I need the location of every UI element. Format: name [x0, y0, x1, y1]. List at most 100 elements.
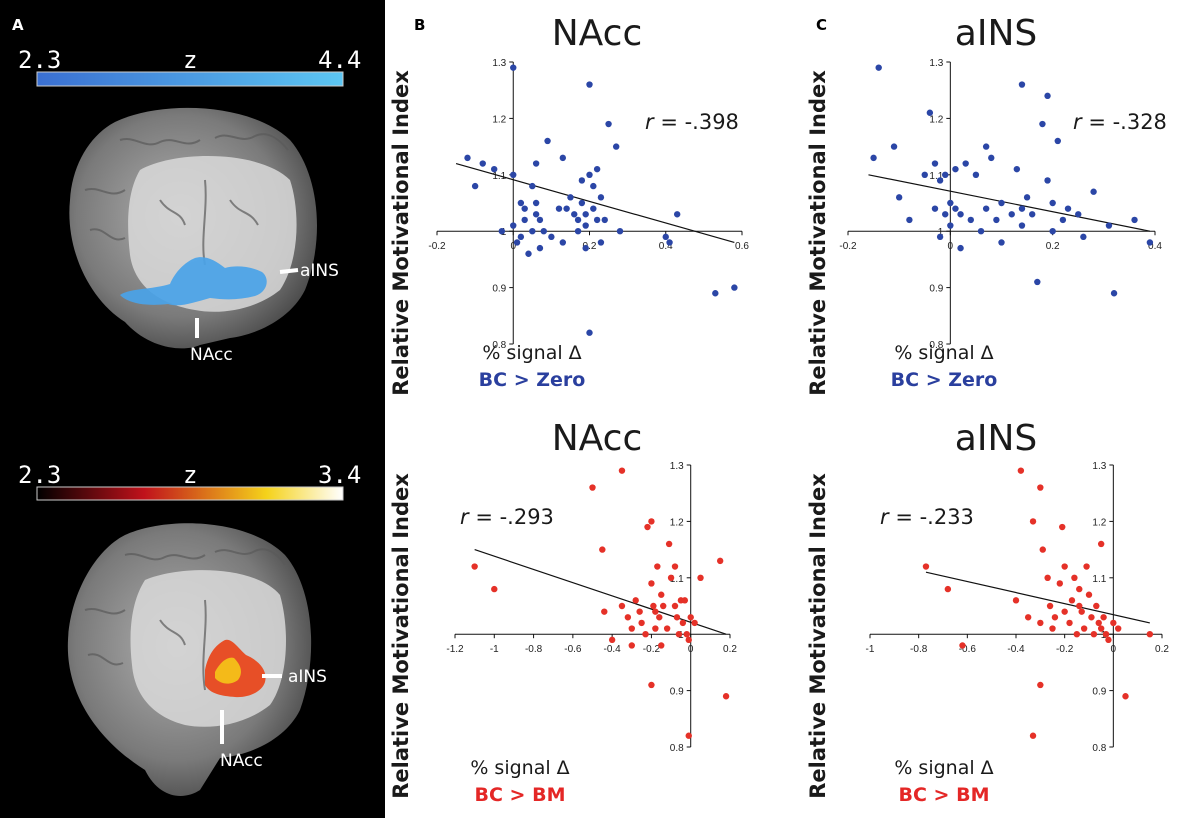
x-tick-label: -0.2 [643, 644, 661, 655]
data-point [691, 619, 698, 627]
data-point [1100, 614, 1107, 621]
data-point [673, 614, 681, 621]
data-point [599, 546, 606, 553]
data-point [1061, 608, 1068, 615]
data-point [529, 182, 536, 190]
data-point [548, 233, 555, 241]
data-point [1029, 211, 1036, 218]
data-point [716, 557, 724, 565]
data-point [1078, 608, 1085, 615]
data-point [648, 681, 655, 689]
data-point [1049, 228, 1056, 235]
data-point [666, 239, 673, 246]
data-point [490, 165, 498, 173]
data-point [936, 177, 944, 184]
data-point [1018, 222, 1026, 229]
data-point [1049, 625, 1056, 632]
r-annotation: r = -.328 [1073, 110, 1167, 134]
data-point [582, 222, 589, 229]
data-point [962, 160, 969, 167]
condition-label: BC > Zero [479, 369, 586, 391]
data-point [498, 228, 506, 235]
brain-panel-2: 2.3 z 3.4 aINS NAcc [18, 461, 361, 796]
x-tick-label: -0.6 [564, 644, 582, 655]
data-point [618, 602, 626, 610]
data-point [571, 211, 578, 218]
data-point [1059, 523, 1066, 531]
gyri-texture-2 [84, 548, 286, 691]
data-point [1131, 216, 1138, 224]
data-point [517, 233, 525, 241]
x-tick-label: -1.2 [446, 644, 464, 655]
data-point [679, 619, 687, 627]
x-tick-label: -0.8 [525, 644, 543, 655]
data-point [601, 216, 608, 224]
data-point [578, 177, 586, 184]
data-point [936, 233, 944, 241]
x-tick-label: -0.2 [428, 241, 446, 252]
data-point [638, 619, 645, 627]
x-tick-label: 0.2 [1046, 241, 1060, 252]
data-point [972, 171, 980, 178]
data-point [977, 228, 985, 235]
data-point [1012, 597, 1020, 604]
x-tick-label: 0.2 [1155, 644, 1169, 655]
data-point [1076, 585, 1083, 593]
x-tick-label: -1 [866, 644, 875, 655]
colorbar-1-z-label: z [183, 46, 197, 74]
data-point [1075, 211, 1082, 218]
data-point [628, 625, 635, 632]
data-point [870, 154, 877, 162]
chart-title: NAcc [552, 418, 643, 459]
data-point [540, 228, 547, 235]
x-tick-label: -0.6 [959, 644, 977, 655]
data-point [597, 194, 605, 201]
x-axis-label: % signal Δ [470, 757, 569, 779]
y-tick-label: 0.8 [1092, 743, 1106, 754]
data-point [982, 205, 990, 212]
data-point [608, 636, 616, 644]
brain-slice-2 [130, 570, 286, 727]
data-point [586, 329, 593, 336]
data-point [731, 284, 738, 291]
r-annotation: r = -.233 [880, 505, 974, 529]
y-tick-label: 1.3 [670, 461, 684, 472]
y-tick-label: 1.2 [670, 517, 684, 528]
x-axis-label: % signal Δ [894, 342, 993, 364]
data-point [1059, 216, 1067, 224]
data-point [942, 171, 949, 178]
y-tick-label: 1 [938, 227, 944, 238]
data-point [601, 608, 608, 615]
data-point [1037, 681, 1044, 689]
data-point [957, 244, 964, 252]
activation-blob-2-core [215, 657, 241, 684]
data-point [1105, 222, 1113, 229]
x-tick-label: 0 [510, 241, 516, 252]
data-point [1024, 614, 1032, 621]
chart-title: aINS [955, 13, 1037, 54]
condition-label: BC > BM [475, 784, 566, 806]
data-point [529, 228, 536, 235]
y-tick-label: 1.1 [929, 171, 943, 182]
data-point [471, 563, 478, 570]
data-point [998, 239, 1005, 246]
data-point [931, 160, 939, 167]
x-tick-label: -0.2 [1056, 644, 1074, 655]
data-point [1017, 467, 1025, 474]
data-point [687, 614, 694, 621]
data-point [1008, 211, 1015, 218]
data-point [513, 239, 521, 246]
y-tick-label: 0.9 [492, 284, 506, 295]
data-point [1051, 614, 1059, 621]
x-tick-label: 0.2 [583, 241, 597, 252]
data-point [1018, 81, 1026, 88]
data-point [624, 614, 632, 621]
colorbar-2-z-label: z [183, 461, 197, 489]
data-point [1056, 580, 1064, 587]
data-point [1049, 199, 1056, 207]
data-point [1029, 518, 1037, 525]
data-point [947, 199, 954, 207]
colorbar-1-max-label: 4.4 [318, 46, 361, 74]
data-point [1044, 574, 1051, 581]
data-point [471, 182, 479, 190]
